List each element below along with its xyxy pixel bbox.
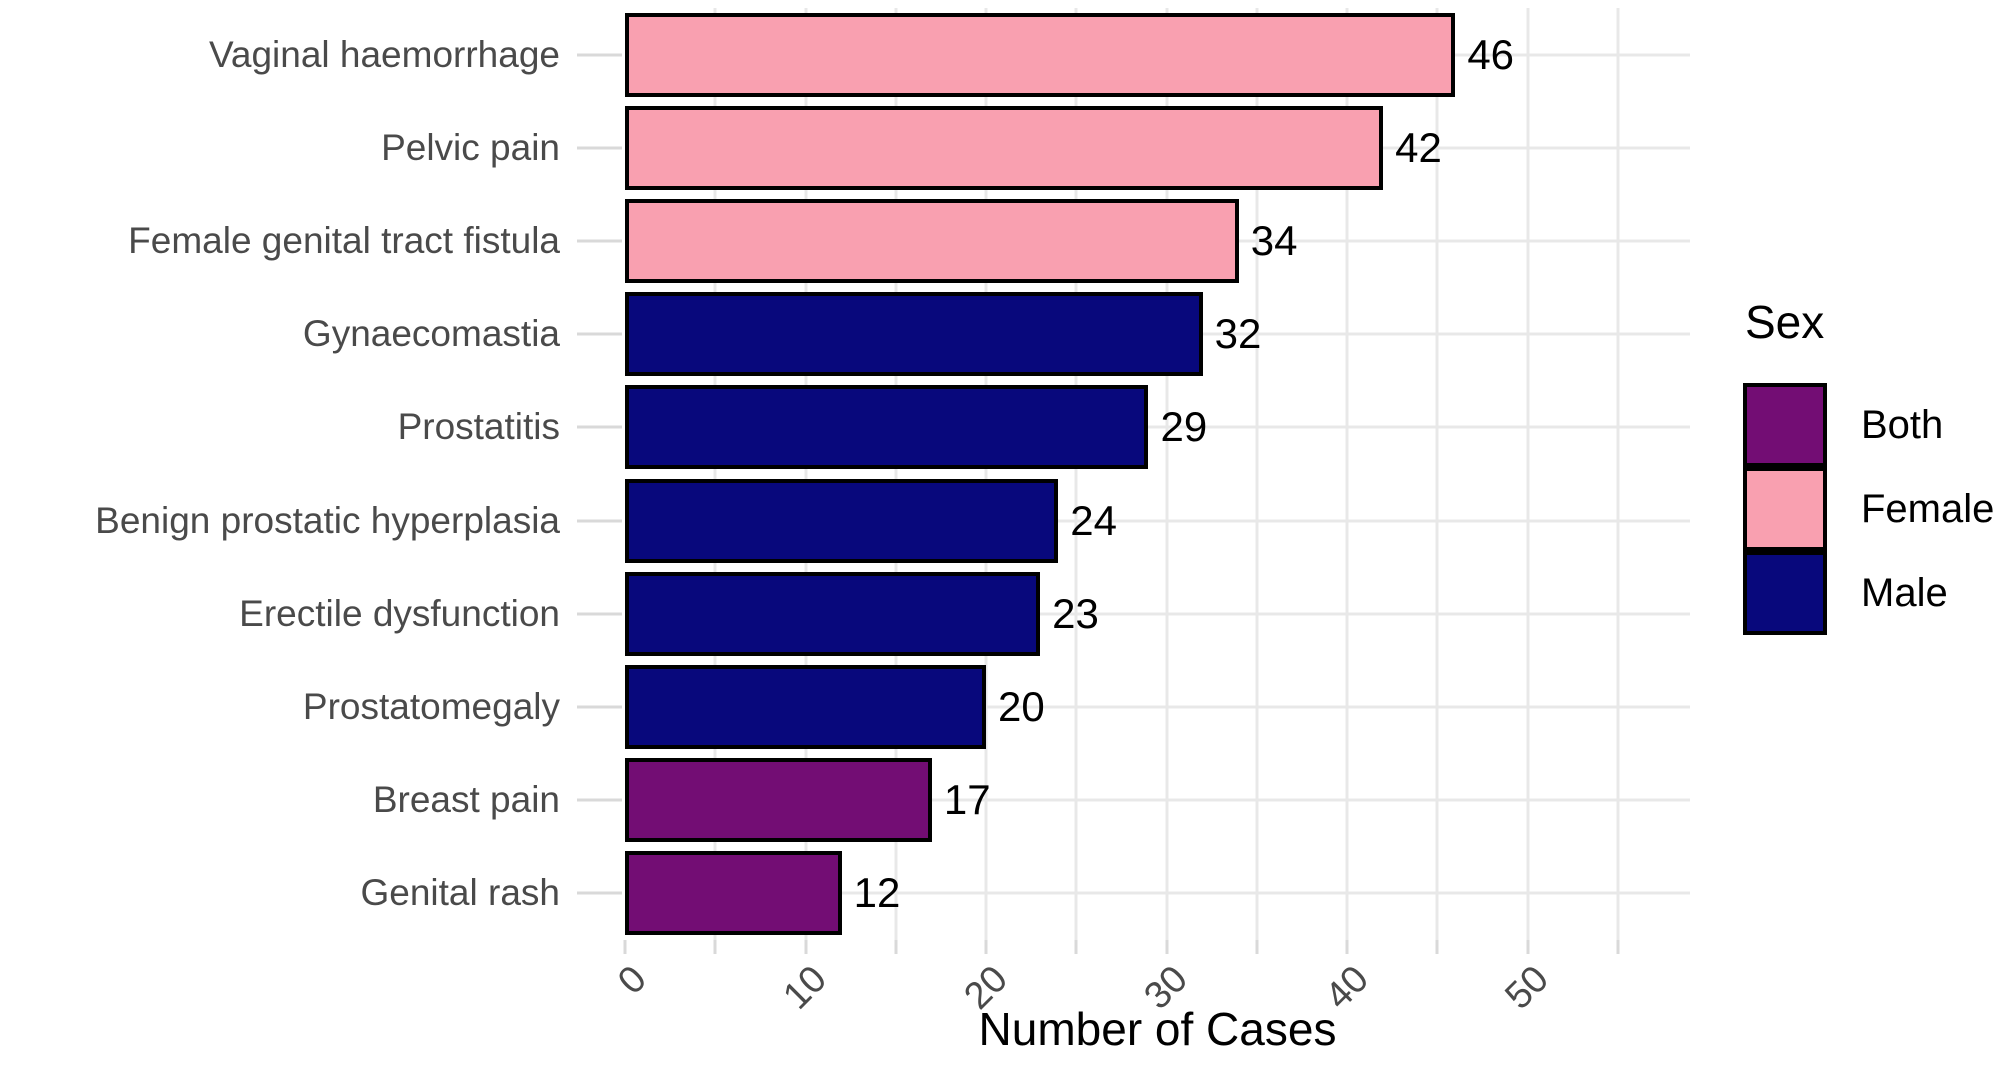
x-tick-mark xyxy=(1165,940,1169,954)
bar-value-label: 20 xyxy=(998,683,1045,730)
category-label: Genital rash xyxy=(360,872,561,914)
x-tick-mark xyxy=(623,940,627,954)
bar-female xyxy=(625,105,1384,190)
category-label: Vaginal haemorrhage xyxy=(208,33,560,75)
y-tick-mark xyxy=(577,239,622,243)
legend-label-both: Both xyxy=(1861,402,1944,447)
y-tick-mark xyxy=(577,612,622,616)
bar-both xyxy=(625,758,932,843)
bar-female xyxy=(625,12,1456,97)
x-axis-ticks xyxy=(623,940,1690,956)
bar-both xyxy=(625,851,842,936)
x-tick-mark xyxy=(804,940,807,954)
bar-male xyxy=(625,665,987,749)
x-tick-mark xyxy=(1074,940,1078,954)
horizontal-gridline xyxy=(625,705,1690,709)
bar-female xyxy=(625,199,1239,283)
legend-swatch-male xyxy=(1743,551,1827,635)
vertical-gridline xyxy=(1165,8,1169,940)
legend-label-male: Male xyxy=(1861,570,1948,615)
bar-male xyxy=(625,292,1203,377)
vertical-gridline xyxy=(1616,8,1620,940)
y-tick-mark xyxy=(577,705,622,709)
legend-entry: Female xyxy=(1743,467,1994,551)
bar-male xyxy=(625,571,1041,656)
bar-value-label: 24 xyxy=(1070,496,1117,544)
category-label: Gynaecomastia xyxy=(302,313,560,355)
vertical-gridline xyxy=(1435,8,1439,940)
y-tick-mark xyxy=(577,425,622,429)
x-tick-mark xyxy=(1616,940,1620,954)
x-tick-mark xyxy=(713,940,717,954)
legend-swatch-female xyxy=(1743,467,1827,551)
vertical-gridline xyxy=(984,8,988,940)
vertical-gridline xyxy=(1255,8,1259,940)
vertical-gridline xyxy=(804,8,807,940)
category-label: Prostatitis xyxy=(397,406,560,448)
legend-swatch-both xyxy=(1743,383,1827,467)
horizontal-gridline xyxy=(625,425,1690,429)
category-label: Breast pain xyxy=(372,779,560,821)
bar-value-label: 12 xyxy=(853,869,901,917)
vertical-gridline xyxy=(1345,8,1349,940)
horizontal-gridline xyxy=(625,519,1690,523)
bar-male xyxy=(625,478,1059,563)
y-tick-mark xyxy=(577,53,622,57)
legend: Sex Both Female Male xyxy=(1743,295,1994,635)
y-axis-labels: Vaginal haemorrhage Pelvic pain Female gen… xyxy=(0,8,560,940)
category-label: Prostatomegaly xyxy=(302,686,560,727)
horizontal-gridline xyxy=(625,891,1690,895)
category-label: Erectile dysfunction xyxy=(239,592,560,634)
bar-value-label: 42 xyxy=(1395,123,1442,171)
category-label: Benign prostatic hyperplasia xyxy=(95,499,560,541)
x-tick-mark xyxy=(984,940,988,954)
y-tick-mark xyxy=(577,519,622,523)
category-label: Pelvic pain xyxy=(381,126,560,168)
bar-value-label: 34 xyxy=(1250,217,1298,264)
x-tick-mark xyxy=(1526,940,1530,954)
bar-male xyxy=(625,385,1149,470)
horizontal-gridline xyxy=(625,798,1690,802)
y-tick-mark xyxy=(577,146,622,150)
horizontal-gridline xyxy=(625,612,1690,616)
vertical-gridline xyxy=(713,8,717,940)
legend-label-female: Female xyxy=(1861,486,1995,531)
plot-panel: 46 42 34 32 29 24 23 20 17 12 xyxy=(625,8,1690,940)
legend-entry: Both xyxy=(1743,383,1994,467)
bar-value-label: 32 xyxy=(1214,310,1262,358)
y-tick-mark xyxy=(577,891,622,895)
bar-value-label: 29 xyxy=(1160,403,1208,451)
x-axis-title: Number of Cases xyxy=(978,1003,1337,1055)
bar-value-label: 46 xyxy=(1467,30,1515,78)
bar-value-label: 17 xyxy=(943,776,991,824)
category-label: Female genital tract fistula xyxy=(128,220,560,261)
x-tick-label: 0 xyxy=(610,958,655,1003)
y-tick-mark xyxy=(577,332,622,336)
y-tick-mark xyxy=(577,798,622,802)
legend-entry: Male xyxy=(1743,551,1994,635)
vertical-gridline xyxy=(1074,8,1078,940)
x-tick-mark xyxy=(1255,940,1259,954)
x-tick-mark xyxy=(1435,940,1439,954)
legend-title: Sex xyxy=(1745,296,1825,348)
x-tick-mark xyxy=(894,940,898,954)
x-tick-mark xyxy=(1345,940,1349,954)
bar-value-label: 23 xyxy=(1052,589,1099,637)
vertical-gridline xyxy=(1526,8,1530,940)
vertical-gridline xyxy=(894,8,898,940)
y-axis-ticks xyxy=(577,8,622,940)
